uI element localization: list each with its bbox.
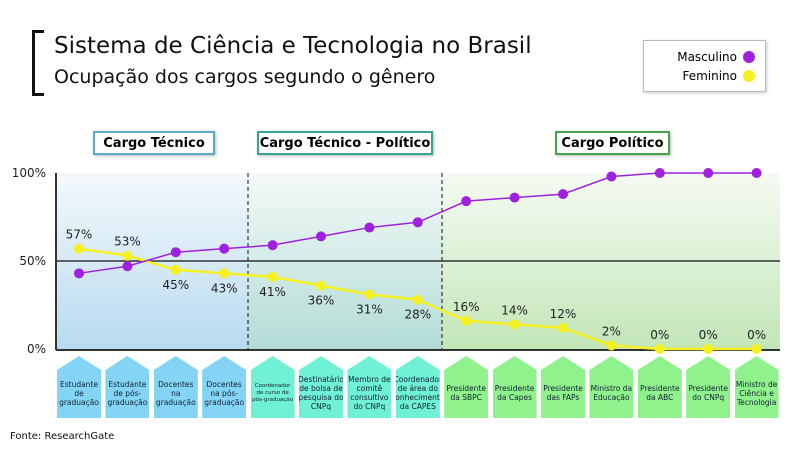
- data-point-masculino: [461, 196, 472, 207]
- data-point-feminino: [509, 319, 520, 330]
- x-category-label: Membro de comitê consultivo do CNPq: [347, 356, 392, 418]
- data-label: 53%: [114, 235, 141, 249]
- data-point-feminino: [703, 344, 714, 354]
- x-category-label: Ministro de Ciência e Tecnologia: [734, 356, 779, 418]
- x-category-label: Ministro da Educação: [589, 356, 634, 418]
- group-header-tecnico: Cargo Técnico: [93, 131, 215, 155]
- x-category-label: Docentes na graduação: [153, 356, 198, 418]
- data-point-feminino: [364, 289, 375, 300]
- data-point-masculino: [219, 243, 230, 254]
- data-label: 0%: [747, 328, 766, 342]
- data-point-feminino: [558, 322, 568, 333]
- x-category-label: Docentes na pós-graduação: [202, 356, 247, 418]
- title-bracket: [32, 30, 44, 96]
- x-category-label: Coordenador de curso de pós-graduação: [250, 356, 295, 418]
- legend-dot-icon: [743, 51, 755, 63]
- data-label: 16%: [453, 300, 480, 314]
- data-label: 43%: [211, 281, 238, 295]
- data-point-masculino: [509, 192, 520, 203]
- data-point-masculino: [703, 168, 714, 178]
- x-category-label: Presidente da ABC: [637, 356, 682, 418]
- data-point-masculino: [267, 240, 278, 251]
- data-label: 12%: [550, 307, 577, 321]
- data-point-masculino: [654, 168, 665, 178]
- data-point-feminino: [267, 271, 278, 282]
- data-label: 2%: [602, 324, 621, 338]
- x-category-label: Presidente do CNPq: [686, 356, 731, 418]
- data-point-feminino: [219, 268, 230, 279]
- data-label: 14%: [501, 303, 528, 317]
- data-point-feminino: [170, 264, 181, 275]
- data-point-masculino: [170, 247, 181, 258]
- y-tick-label: 0%: [27, 342, 46, 356]
- data-point-feminino: [751, 344, 762, 354]
- legend-dot-icon: [743, 70, 755, 82]
- y-tick-label: 50%: [19, 254, 46, 268]
- data-label: 31%: [356, 302, 383, 316]
- data-point-feminino: [74, 243, 84, 254]
- x-category-label: Presidente das FAPs: [541, 356, 585, 418]
- data-label: 28%: [404, 308, 431, 322]
- data-point-masculino: [122, 261, 133, 272]
- x-category-label: Estudante de graduação: [57, 356, 101, 418]
- data-point-masculino: [364, 222, 375, 233]
- data-point-feminino: [606, 340, 617, 351]
- data-point-masculino: [558, 189, 568, 200]
- source-note: Fonte: ResearchGate: [10, 431, 115, 442]
- legend: Masculino Feminino: [643, 40, 766, 92]
- group-header-tecnico-politico: Cargo Técnico - Político: [257, 131, 433, 155]
- data-point-feminino: [412, 294, 423, 305]
- data-label: 0%: [650, 328, 669, 342]
- group-header-politico: Cargo Político: [555, 131, 670, 155]
- x-category-label: Coordenador de área do conhecimento da C…: [395, 356, 440, 418]
- data-point-feminino: [316, 280, 326, 291]
- data-label: 36%: [308, 294, 335, 308]
- data-label: 45%: [162, 278, 189, 292]
- data-point-feminino: [654, 344, 665, 354]
- legend-label: Masculino: [677, 50, 737, 64]
- legend-masculino: Masculino: [677, 50, 755, 64]
- data-point-feminino: [122, 250, 133, 261]
- x-category-label: Destinatário de bolsa de pesquisa do CNP…: [299, 356, 343, 418]
- x-category-label: Presidente da Capes: [492, 356, 537, 418]
- data-label: 0%: [699, 328, 718, 342]
- data-point-masculino: [74, 268, 84, 279]
- x-category-label: Presidente da SBPC: [444, 356, 489, 418]
- data-point-masculino: [606, 171, 617, 182]
- legend-label: Feminino: [682, 69, 737, 83]
- data-label: 57%: [66, 228, 93, 242]
- x-category-label: Estudante de pós-graduação: [105, 356, 150, 418]
- y-tick-label: 100%: [12, 166, 46, 180]
- data-label: 41%: [259, 285, 286, 299]
- data-point-masculino: [412, 217, 423, 228]
- legend-feminino: Feminino: [682, 69, 755, 83]
- chart-title: Sistema de Ciência e Tecnologia no Brasi…: [54, 33, 532, 59]
- data-point-masculino: [751, 168, 762, 178]
- data-point-feminino: [461, 315, 472, 326]
- data-point-masculino: [316, 231, 326, 242]
- chart-subtitle: Ocupação dos cargos segundo o gênero: [54, 66, 436, 88]
